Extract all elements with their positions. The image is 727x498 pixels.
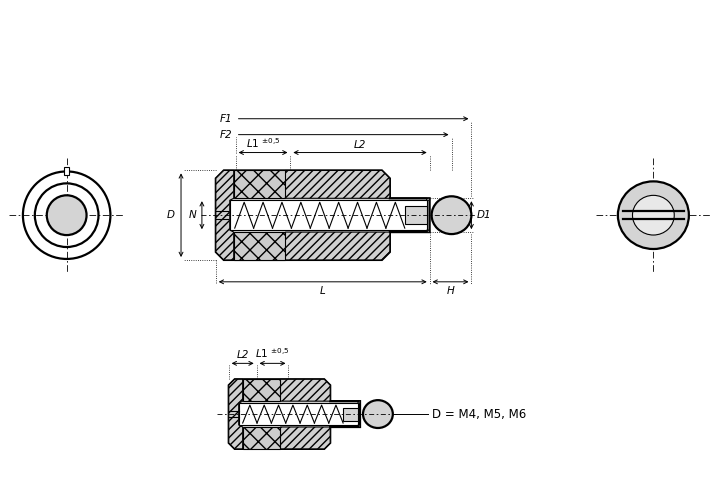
Bar (233, 170, 286, 198)
Bar (238, 403, 358, 425)
Bar (233, 232, 286, 260)
Circle shape (47, 195, 87, 235)
Polygon shape (216, 170, 430, 260)
Polygon shape (286, 170, 430, 200)
Bar (243, 427, 281, 449)
Polygon shape (281, 425, 360, 449)
Text: $L1\ ^{\pm0{,}5}$: $L1\ ^{\pm0{,}5}$ (246, 136, 281, 149)
Bar (64, 167, 69, 175)
Text: L2: L2 (354, 139, 366, 149)
Polygon shape (216, 170, 233, 260)
Text: L: L (320, 286, 326, 296)
Text: F2: F2 (220, 129, 233, 139)
Ellipse shape (632, 195, 674, 235)
Polygon shape (281, 379, 360, 403)
Text: $L1\ ^{\pm0{,}5}$: $L1\ ^{\pm0{,}5}$ (255, 347, 290, 361)
Text: N: N (189, 210, 197, 220)
Text: L2: L2 (236, 351, 249, 361)
Polygon shape (229, 379, 360, 449)
Polygon shape (286, 230, 430, 260)
Bar (230, 200, 427, 230)
Bar (405, 206, 427, 224)
Ellipse shape (432, 196, 471, 234)
Polygon shape (229, 379, 243, 449)
Bar (343, 407, 358, 421)
Ellipse shape (618, 181, 689, 249)
Text: D = M4, M5, M6: D = M4, M5, M6 (432, 407, 526, 421)
Ellipse shape (363, 400, 393, 428)
Text: D1: D1 (476, 210, 491, 220)
Text: F1: F1 (220, 114, 233, 124)
Bar (243, 379, 281, 401)
Text: D: D (167, 210, 175, 220)
Text: H: H (446, 286, 454, 296)
